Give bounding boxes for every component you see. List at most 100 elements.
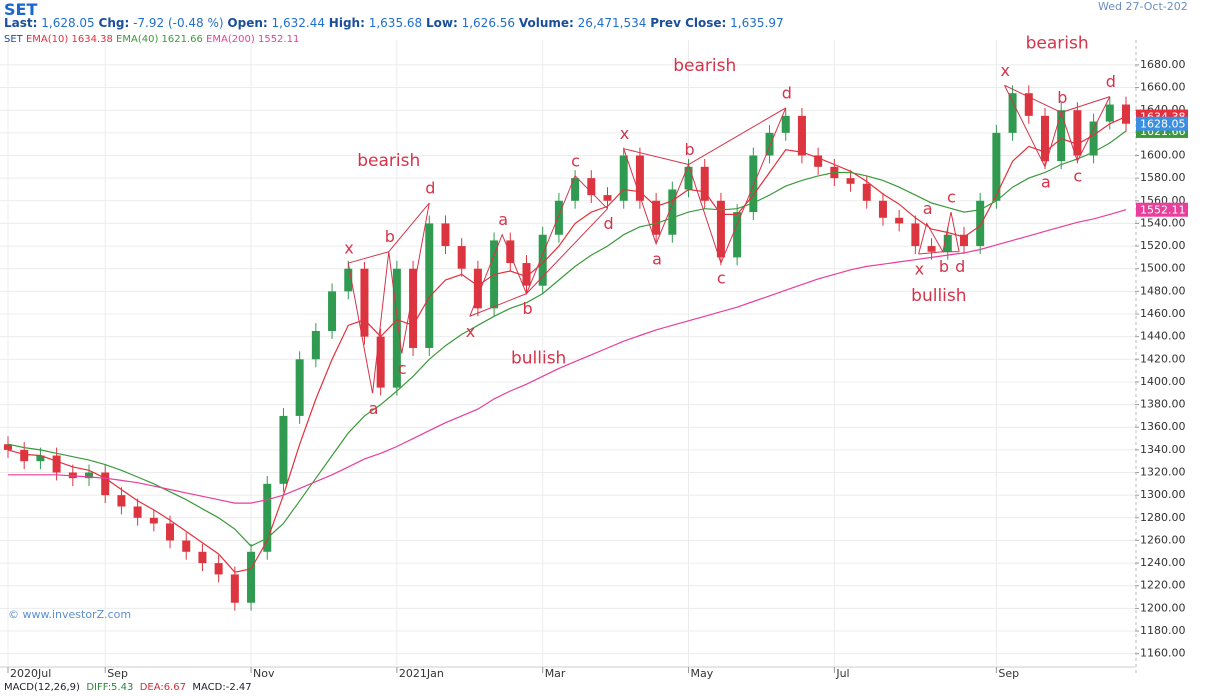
pattern-leg (688, 107, 786, 165)
ema-line (7, 116, 1127, 573)
pattern-point-label: x (1000, 61, 1009, 80)
pattern-point-label: a (652, 249, 662, 268)
pattern-leg (388, 202, 430, 253)
quote-label: Low: (425, 16, 458, 30)
candle-body (781, 115, 790, 133)
candle-body (166, 523, 175, 541)
y-tick-label: 1340.00 (1140, 443, 1186, 456)
candle-body (1105, 104, 1114, 122)
candle-body (635, 155, 644, 201)
watermark: © www.investorZ.com (8, 608, 132, 621)
quote-value: 1,632.44 (271, 16, 325, 30)
candle-body (279, 415, 288, 484)
legend: SET EMA(10) 1634.38 EMA(40) 1621.66 EMA(… (4, 34, 299, 45)
quote-label: Prev Close: (650, 16, 727, 30)
macd-diff: DIFF:5.43 (86, 682, 134, 693)
candle-body (4, 444, 12, 450)
candle-body (344, 268, 353, 292)
pattern-leg (1061, 96, 1110, 113)
y-tick-label: 1480.00 (1140, 284, 1186, 297)
ema-line (8, 209, 1127, 504)
macd-name: MACD(12,26,9) (4, 682, 80, 693)
y-tick-label: 1600.00 (1140, 148, 1186, 161)
y-tick-label: 1180.00 (1140, 624, 1186, 637)
candle-body (247, 551, 256, 603)
candle-body (700, 166, 709, 201)
candle-body (506, 240, 515, 264)
candle-body (214, 563, 223, 575)
candle-body (36, 455, 45, 462)
candle-body (1008, 93, 1017, 133)
x-tick-label: 2021Jan (399, 667, 444, 680)
candle-body (878, 200, 887, 218)
candle-body (733, 212, 742, 258)
pattern-leg (623, 148, 689, 166)
y-tick-label: 1280.00 (1140, 511, 1186, 524)
candle-body (862, 183, 871, 201)
candle-body (409, 268, 418, 348)
quote-label: Chg: (98, 16, 130, 30)
quote-value: 1,628.05 (41, 16, 95, 30)
y-tick-label: 1160.00 (1140, 647, 1186, 660)
y-tick-label: 1540.00 (1140, 216, 1186, 229)
candle-body (538, 234, 547, 286)
pattern-name: bullish (511, 348, 566, 368)
candle-body (943, 234, 952, 252)
quote-line: Last: 1,628.05 Chg: -7.92 (-0.48 %) Open… (4, 16, 784, 30)
pattern-point-label: b (385, 227, 395, 246)
y-tick-label: 1680.00 (1140, 58, 1186, 71)
candle-body (149, 517, 158, 524)
candle-body (652, 200, 661, 235)
y-tick-label: 1460.00 (1140, 307, 1186, 320)
legend-name: EMA(10) (25, 34, 69, 45)
legend-name: EMA(40) (116, 34, 159, 45)
candle-body (1057, 110, 1066, 162)
x-tick-label: Sep (998, 667, 1019, 680)
candle-body (1122, 104, 1130, 124)
y-tick-label: 1440.00 (1140, 330, 1186, 343)
price-tag (1136, 116, 1188, 131)
pattern-point-label: c (947, 188, 956, 207)
candle-body (441, 223, 450, 247)
candle-body (117, 495, 126, 507)
pattern-point-label: c (1073, 167, 1082, 186)
y-tick-label: 1660.00 (1140, 81, 1186, 94)
y-tick-label: 1320.00 (1140, 466, 1186, 479)
candle-body (976, 200, 985, 247)
candle-body (328, 291, 337, 331)
quote-value: 1,635.68 (368, 16, 423, 30)
y-tick-label: 1400.00 (1140, 375, 1186, 388)
candle-body (814, 155, 823, 167)
pattern-point-label: x (466, 322, 475, 341)
quote-label: Open: (227, 16, 268, 30)
candles (4, 85, 1130, 611)
pattern-point-label: x (620, 124, 629, 143)
pattern-point-label: a (1041, 172, 1051, 191)
pattern-name: bearish (673, 56, 736, 76)
macd-line: MACD(12,26,9) DIFF:5.43 DEA:6.67 MACD:-2… (4, 682, 252, 693)
y-tick-label: 1200.00 (1140, 601, 1186, 614)
pattern-point-label: d (425, 179, 435, 198)
y-tick-label: 1360.00 (1140, 420, 1186, 433)
pattern-point-label: b (939, 257, 949, 276)
pattern-name: bullish (911, 286, 966, 306)
pattern-point-label: a (923, 199, 933, 218)
y-tick-label: 1420.00 (1140, 352, 1186, 365)
macd-value: MACD:-2.47 (192, 682, 252, 693)
pattern-leg (348, 251, 389, 264)
candle-body (603, 195, 612, 201)
symbol: SET (4, 0, 38, 19)
candle-body (20, 449, 29, 462)
quote-label: Volume: (518, 16, 574, 30)
candle-body (1040, 115, 1049, 162)
pattern-point-label: c (398, 359, 407, 378)
quote-value: 1,626.56 (461, 16, 516, 30)
candle-body (1089, 121, 1098, 156)
price-tag-label: 1552.11 (1140, 204, 1186, 217)
candle-body (765, 132, 774, 156)
quote-label: Last: (4, 16, 38, 30)
candle-body (230, 574, 239, 603)
pattern-point-label: x (344, 239, 353, 258)
x-tick-label: Mar (545, 667, 566, 680)
pattern-point-label: c (717, 269, 726, 288)
